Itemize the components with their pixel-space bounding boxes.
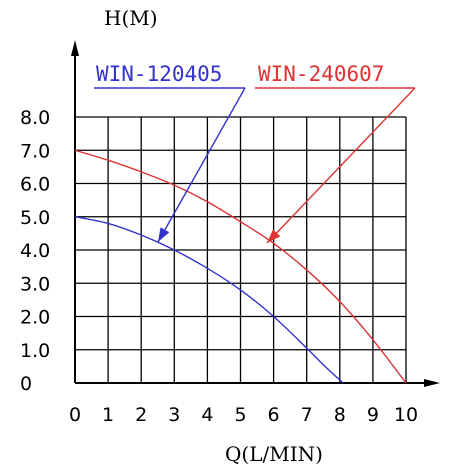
x-tick-label: 6 [268, 404, 280, 426]
y-tick-label: 7.0 [20, 140, 50, 162]
legend-leader-2 [266, 87, 416, 244]
legend-label-1: WIN-120405 [96, 62, 222, 86]
y-tick-label: 6.0 [20, 174, 50, 196]
y-tick-label: 2.0 [20, 307, 50, 329]
x-tick-label: 1 [102, 404, 114, 426]
x-tick-label: 4 [201, 404, 213, 426]
y-tick-label: 1.0 [20, 340, 50, 362]
series-line-1 [74, 216, 344, 384]
x-tick-label: 8 [334, 404, 346, 426]
legend-leader-1 [157, 87, 246, 243]
grid-lines [74, 116, 407, 384]
x-tick-label: 3 [168, 404, 180, 426]
x-axis-label: Q(L/MIN) [225, 442, 323, 466]
legend-arrowhead-2 [267, 229, 281, 243]
series-lines [74, 149, 407, 384]
x-tick-label: 9 [367, 404, 379, 426]
y-axis-label: H(M) [104, 6, 158, 30]
x-axis-arrow [424, 379, 440, 387]
series-line-2 [74, 149, 407, 384]
legend-arrowhead-1 [158, 227, 170, 242]
y-tick-label: 4.0 [20, 240, 50, 262]
legend-callouts: WIN-120405 WIN-240607 [94, 62, 416, 244]
y-axis-arrow [71, 40, 79, 56]
axes [71, 40, 440, 387]
y-tick-label: 5.0 [20, 207, 50, 229]
y-tick-label: 8.0 [20, 107, 50, 129]
x-tick-label: 10 [394, 404, 418, 426]
x-tick-label: 7 [301, 404, 313, 426]
x-tick-label: 5 [234, 404, 246, 426]
y-tick-label: 3.0 [20, 273, 50, 295]
y-tick-label: 0 [20, 373, 32, 395]
legend-label-2: WIN-240607 [258, 62, 384, 86]
x-tick-label: 2 [135, 404, 147, 426]
x-tick-label: 0 [69, 404, 81, 426]
